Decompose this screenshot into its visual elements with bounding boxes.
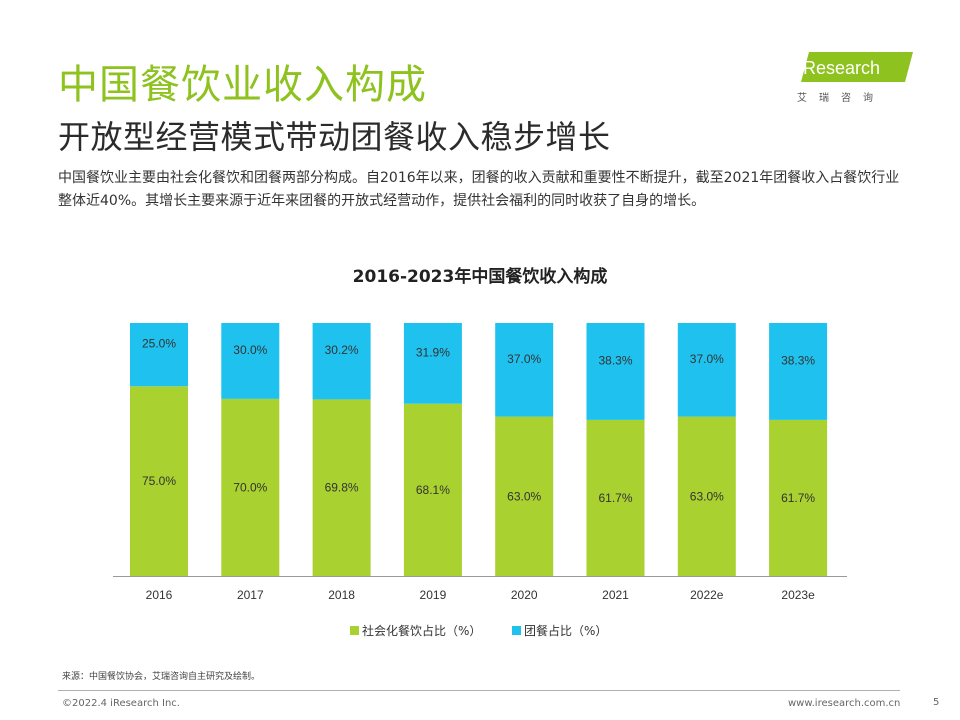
data-label: 70.0% <box>233 480 267 494</box>
bar-segment-social <box>677 416 736 576</box>
bar-segment-group <box>769 323 828 420</box>
data-label: 30.2% <box>325 343 359 357</box>
x-tick-label: 2019 <box>420 588 447 602</box>
x-tick-label: 2022e <box>690 588 724 602</box>
legend-label-group: 团餐占比（%） <box>524 623 607 638</box>
page-subtitle: 开放型经营模式带动团餐收入稳步增长 <box>58 118 611 156</box>
data-label: 68.1% <box>416 483 450 497</box>
bar-segment-group <box>312 323 371 400</box>
page-number: 5 <box>933 697 940 708</box>
bar-segment-group <box>586 323 645 420</box>
data-label: 61.7% <box>781 491 815 505</box>
bar-segment-social <box>495 416 554 576</box>
x-tick-label: 2017 <box>237 588 264 602</box>
x-tick-label: 2023e <box>781 588 815 602</box>
x-tick-label: 2020 <box>511 588 538 602</box>
data-label: 63.0% <box>690 489 724 503</box>
footer-divider <box>58 690 900 691</box>
bar-segment-social <box>130 386 188 576</box>
bar-segment-group <box>677 323 736 417</box>
bar-segment-social <box>221 398 280 576</box>
bar-segment-group <box>403 323 462 404</box>
source-note: 来源：中国餐饮协会，艾瑞咨询自主研究及绘制。 <box>62 672 261 682</box>
data-label: 31.9% <box>416 345 450 359</box>
bar-segment-social <box>312 399 371 576</box>
page-title: 中国餐饮业收入构成 <box>58 62 427 108</box>
data-label: 37.0% <box>507 352 541 366</box>
bar-segment-group <box>130 323 188 387</box>
bar-segment-social <box>769 419 828 576</box>
iresearch-logo: iResearch 艾瑞咨询 <box>795 50 913 106</box>
data-label: 61.7% <box>598 491 632 505</box>
copyright-text: ©2022.4 iResearch Inc. <box>62 698 180 709</box>
chart-title: 2016-2023年中国餐饮收入构成 <box>352 267 608 287</box>
data-label: 63.0% <box>507 489 541 503</box>
data-label: 38.3% <box>781 353 815 367</box>
x-tick-label: 2021 <box>602 588 629 602</box>
data-label: 25.0% <box>142 337 176 351</box>
bar-segment-social <box>403 403 462 576</box>
data-label: 75.0% <box>142 474 176 488</box>
logo-subtext: 艾瑞咨询 <box>797 93 885 104</box>
website-link[interactable]: www.iresearch.com.cn <box>788 698 901 709</box>
bar-segment-group <box>221 323 280 399</box>
bar-segment-social <box>586 419 645 576</box>
data-label: 30.0% <box>233 343 267 357</box>
x-tick-label: 2018 <box>328 588 355 602</box>
legend-swatch-group <box>512 626 521 635</box>
logo-text: iResearch <box>799 58 881 78</box>
data-label: 38.3% <box>598 353 632 367</box>
logo-badge-icon <box>801 52 913 82</box>
bar-segment-group <box>495 323 554 417</box>
data-label: 69.8% <box>325 481 359 495</box>
x-tick-label: 2016 <box>146 588 173 602</box>
data-label: 37.0% <box>690 352 724 366</box>
legend-label-social: 社会化餐饮占比（%） <box>362 623 481 638</box>
page-description: 中国餐饮业主要由社会化餐饮和团餐两部分构成。自2016年以来，团餐的收入贡献和重… <box>58 170 900 209</box>
legend-swatch-social <box>350 626 359 635</box>
